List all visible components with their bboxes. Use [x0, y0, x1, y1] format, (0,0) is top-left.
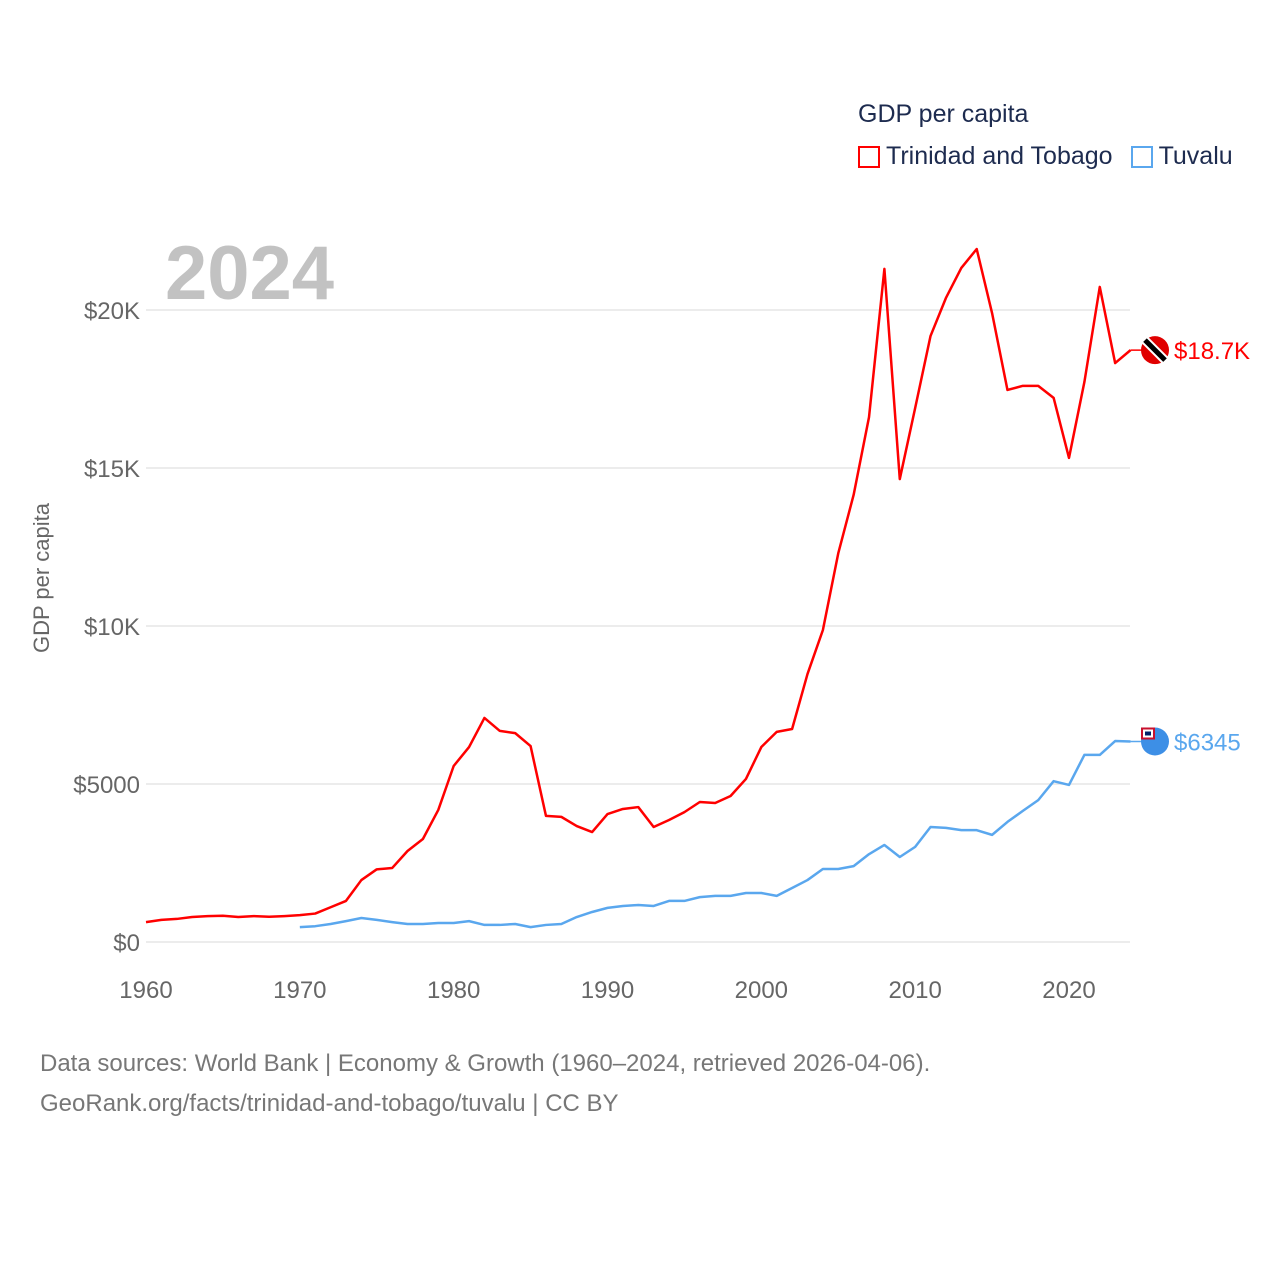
legend-swatch — [858, 145, 880, 168]
end-value-label: $18.7K — [1174, 338, 1250, 365]
legend-swatch — [1130, 145, 1153, 168]
y-tick-label: $0 — [113, 930, 140, 957]
x-tick-label: 1960 — [119, 977, 172, 1004]
x-tick-label: 2000 — [735, 977, 788, 1004]
footer-sources: Data sources: World Bank | Economy & Gro… — [40, 1050, 931, 1077]
legend-label: Tuvalu — [1158, 142, 1233, 170]
tuvalu-flag-icon — [1141, 727, 1169, 756]
legend-title: GDP per capita — [858, 100, 1029, 128]
series-line-trinidad-and-tobago — [145, 247, 1132, 924]
legend: Trinidad and Tobago Tuvalu — [858, 142, 1233, 171]
y-tick-label: $10K — [84, 614, 140, 641]
x-tick-label: 1980 — [427, 977, 480, 1004]
legend-item-trinidad[interactable]: Trinidad and Tobago — [858, 142, 1113, 171]
y-tick-label: $15K — [84, 456, 140, 483]
flag-stripe — [1143, 338, 1167, 362]
x-tick-label: 2020 — [1042, 977, 1095, 1004]
footer: Data sources: World Bank | Economy & Gro… — [40, 1044, 930, 1124]
flag-canton — [1145, 731, 1151, 736]
trinidad-and-tobago-flag-icon — [1141, 336, 1169, 365]
footer-link[interactable]: GeoRank.org/facts/trinidad-and-tobago/tu… — [40, 1090, 619, 1117]
legend-label: Trinidad and Tobago — [886, 142, 1113, 170]
y-tick-label: $20K — [84, 298, 140, 325]
legend-item-tuvalu[interactable]: Tuvalu — [1130, 142, 1233, 171]
x-tick-label: 1990 — [581, 977, 634, 1004]
year-label: 2024 — [165, 231, 335, 316]
y-axis-label: GDP per capita — [29, 502, 54, 654]
end-value-label: $6345 — [1174, 729, 1241, 756]
x-tick-label: 1970 — [273, 977, 326, 1004]
y-tick-label: $5000 — [73, 772, 140, 799]
series-line-tuvalu — [299, 739, 1131, 929]
x-tick-label: 2010 — [888, 977, 941, 1004]
